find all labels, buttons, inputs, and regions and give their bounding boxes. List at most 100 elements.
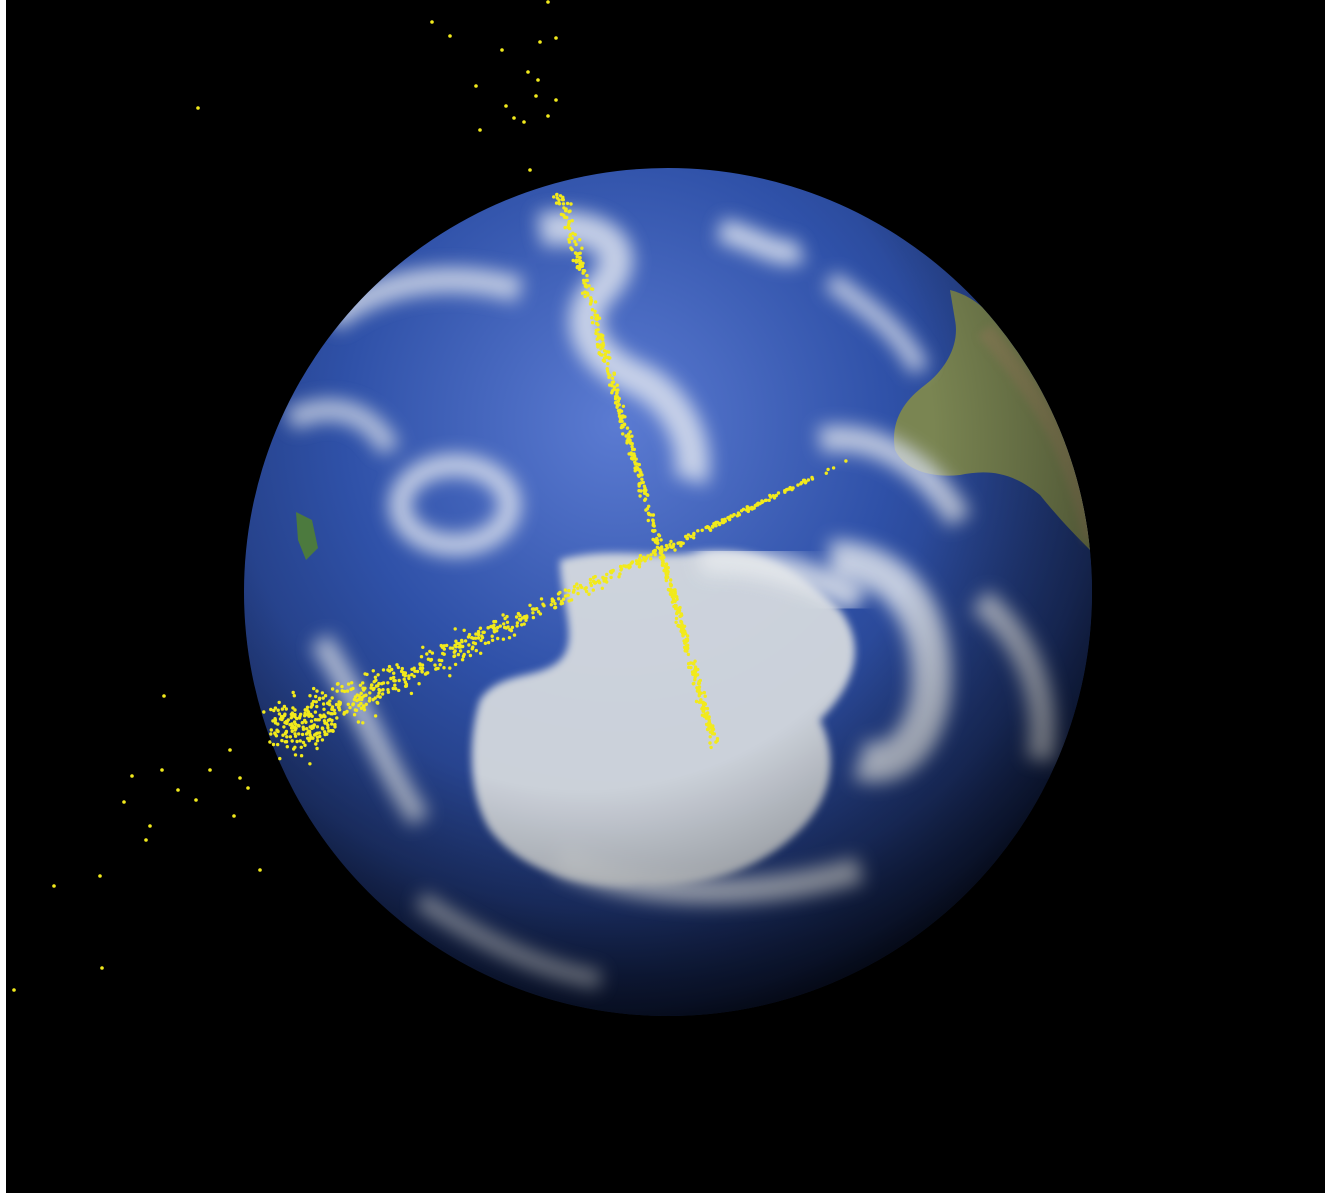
debris-dot <box>642 484 647 488</box>
debris-dot <box>326 718 331 722</box>
debris-dot <box>646 554 650 558</box>
debris-dot <box>409 691 414 696</box>
debris-dot <box>624 434 628 438</box>
debris-dot <box>572 584 577 589</box>
debris-dot <box>467 643 471 647</box>
debris-dot <box>303 718 307 723</box>
debris-dot <box>386 688 390 692</box>
debris-dot <box>563 594 568 598</box>
debris-dot <box>612 372 616 376</box>
debris-dot <box>769 495 773 499</box>
debris-dot <box>429 657 434 662</box>
debris-dot <box>306 711 311 715</box>
debris-dot <box>730 514 734 518</box>
debris-dot <box>660 555 664 560</box>
debris-dot <box>610 380 615 385</box>
debris-dot <box>703 694 707 698</box>
debris-dot <box>664 543 669 548</box>
debris-dot <box>525 615 529 620</box>
debris-dot <box>664 578 668 583</box>
debris-dot <box>607 350 611 354</box>
debris-dot <box>831 466 836 470</box>
debris-dot <box>646 493 650 497</box>
debris-dot <box>271 742 276 747</box>
debris-dot <box>583 294 587 299</box>
debris-dot <box>567 220 571 224</box>
debris-dot <box>685 634 690 638</box>
debris-dot <box>619 568 623 572</box>
debris-dot <box>621 404 626 408</box>
debris-dot <box>574 242 578 247</box>
debris-dot <box>664 573 669 577</box>
debris-dot <box>474 632 478 636</box>
right-frame-edge <box>1325 0 1331 1193</box>
debris-dot <box>307 729 311 733</box>
debris-dot <box>610 376 615 380</box>
debris-dot <box>299 745 303 749</box>
debris-dot <box>340 684 344 689</box>
debris-dot <box>570 219 574 223</box>
debris-dot <box>737 513 742 517</box>
debris-dot <box>707 721 711 725</box>
debris-dot <box>753 503 757 508</box>
debris-dot <box>605 367 609 371</box>
debris-dot <box>276 729 280 734</box>
debris-dot <box>301 740 306 745</box>
debris-dot <box>478 626 483 630</box>
debris-dot <box>361 686 365 690</box>
debris-dot <box>160 768 164 772</box>
debris-dot <box>637 484 641 488</box>
debris-dot <box>596 579 601 583</box>
debris-dot <box>594 328 598 333</box>
debris-dot <box>693 659 697 663</box>
debris-dot <box>575 265 580 269</box>
debris-dot <box>323 721 327 725</box>
debris-dot <box>539 597 544 601</box>
debris-dot <box>377 681 381 686</box>
debris-dot <box>621 414 625 418</box>
debris-dot <box>557 597 561 601</box>
debris-dot <box>803 480 808 484</box>
debris-dot <box>590 316 594 320</box>
debris-dot <box>658 551 663 555</box>
debris-dot <box>618 409 622 413</box>
debris-dot <box>536 610 541 614</box>
debris-dot <box>595 342 600 347</box>
debris-dot <box>679 619 683 624</box>
debris-dot <box>601 345 605 349</box>
debris-dot <box>313 710 318 714</box>
debris-dot <box>655 536 659 541</box>
debris-dot <box>293 753 298 757</box>
debris-dot <box>277 712 282 716</box>
debris-dot <box>284 730 288 734</box>
debris-dot <box>471 636 475 640</box>
debris-dot <box>584 278 588 283</box>
debris-dot <box>561 202 566 206</box>
debris-dot <box>310 714 314 718</box>
debris-dot <box>587 592 591 596</box>
debris-dot <box>501 613 505 617</box>
debris-dot <box>538 40 542 44</box>
debris-dot <box>627 435 631 439</box>
debris-dot <box>421 645 425 649</box>
debris-dot <box>632 452 636 456</box>
debris-dot <box>100 966 104 970</box>
debris-dot <box>647 511 651 516</box>
debris-dot <box>360 697 364 702</box>
debris-dot <box>673 588 677 592</box>
debris-dot <box>407 674 411 678</box>
debris-dot <box>314 742 318 746</box>
debris-dot <box>483 641 488 645</box>
debris-dot <box>330 687 335 691</box>
debris-dot <box>357 694 361 698</box>
debris-dot <box>590 321 595 325</box>
debris-dot <box>594 331 598 336</box>
debris-dot <box>554 36 558 40</box>
debris-dot <box>492 619 496 624</box>
debris-dot <box>578 238 582 242</box>
debris-dot <box>462 628 466 632</box>
debris-dot <box>702 690 706 695</box>
debris-dot <box>292 694 296 698</box>
debris-dot <box>496 636 500 641</box>
